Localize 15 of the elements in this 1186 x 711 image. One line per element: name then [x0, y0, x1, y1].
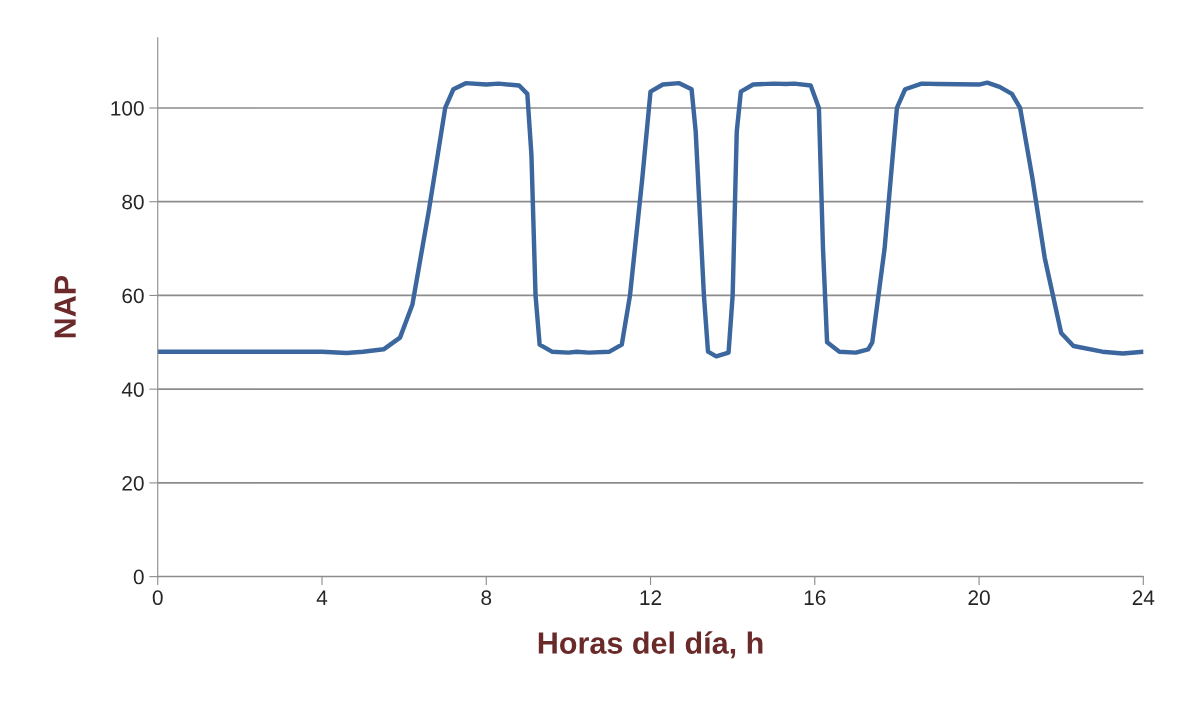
- x-tick-label: 0: [152, 590, 163, 606]
- x-tick-label: 4: [316, 590, 328, 605]
- y-tick-label: 60: [122, 288, 144, 304]
- x-tick-label: 16: [804, 590, 826, 606]
- y-tick-label: 20: [122, 475, 144, 491]
- x-tick-label: 24: [1132, 590, 1155, 605]
- x-tick-label: 20: [968, 590, 990, 606]
- y-tick-label: 0: [133, 569, 144, 585]
- y-tick-label: 100: [111, 100, 144, 116]
- y-axis-title: NAP: [54, 275, 76, 338]
- x-tick-label: 12: [640, 590, 662, 605]
- y-tick-label: 40: [121, 382, 144, 397]
- x-axis-title: Horas del día, h: [538, 631, 763, 659]
- x-tick-label: 8: [481, 590, 492, 606]
- y-tick-label: 80: [122, 194, 144, 210]
